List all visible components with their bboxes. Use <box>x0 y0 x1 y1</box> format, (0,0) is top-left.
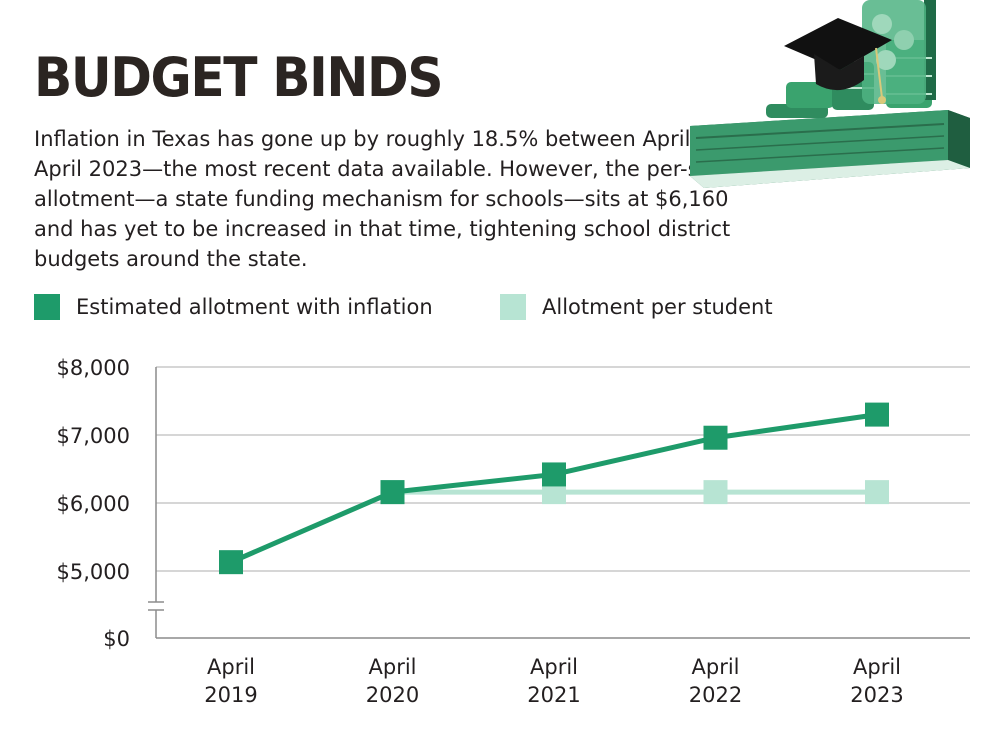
chart-legend: Estimated allotment with inflation Allot… <box>34 294 834 322</box>
chart-title: BUDGET BINDS <box>34 46 444 109</box>
data-point-inflation <box>703 425 728 450</box>
intro-text: Inflation in Texas has gone up by roughl… <box>34 127 768 271</box>
data-point-allotment <box>865 480 889 505</box>
x-tick-label: April <box>692 655 740 679</box>
data-point-allotment <box>703 480 728 505</box>
y-tick-label: $6,000 <box>57 492 130 516</box>
x-tick-label: April <box>853 655 901 679</box>
data-point-inflation <box>865 402 889 427</box>
x-tick-label: 2023 <box>850 683 903 707</box>
data-point-inflation <box>542 462 566 487</box>
legend-label-inflation: Estimated allotment with inflation <box>76 295 433 319</box>
legend-item-inflation: Estimated allotment with inflation <box>34 294 433 320</box>
y-tick-label: $8,000 <box>57 356 130 380</box>
legend-swatch-allotment <box>500 294 526 320</box>
line-chart: $0 $5,000 $6,000 $7,000 $8,000 April 2019 April… <box>57 356 970 707</box>
x-tick-label: 2021 <box>527 683 580 707</box>
legend-item-allotment: Allotment per student <box>500 294 773 320</box>
data-point-inflation <box>219 550 243 575</box>
x-tick-label: April <box>530 655 578 679</box>
data-point-inflation <box>380 480 405 505</box>
x-tick-label: April <box>207 655 255 679</box>
y-tick-label: $5,000 <box>57 560 130 584</box>
x-tick-label: April <box>369 655 417 679</box>
graduation-cap-book-coins-icon <box>686 0 976 188</box>
x-tick-label: 2019 <box>204 683 257 707</box>
y-tick-label: $7,000 <box>57 424 130 448</box>
legend-swatch-inflation <box>34 294 60 320</box>
y-tick-label: $0 <box>103 627 130 651</box>
x-tick-label: 2022 <box>689 683 742 707</box>
legend-label-allotment: Allotment per student <box>542 295 773 319</box>
x-tick-label: 2020 <box>366 683 419 707</box>
